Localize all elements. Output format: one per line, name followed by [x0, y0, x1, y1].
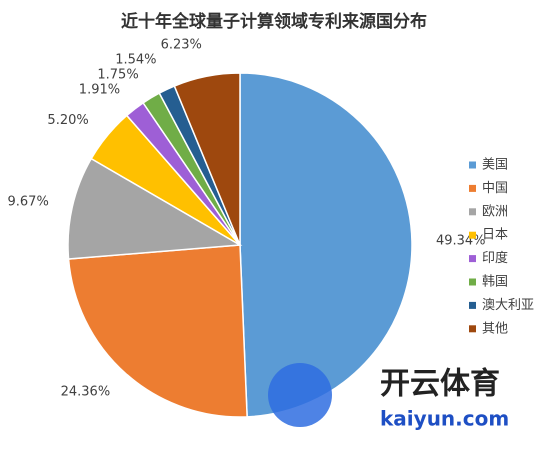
- legend-label: 美国: [482, 158, 508, 173]
- pie-slice: [173, 72, 241, 246]
- watermark-brand: 开云体育: [380, 367, 500, 402]
- labels: 49.34% 24.36% 9.67% 5.20% 1.91%1.75%1.54% 6.2…: [8, 37, 486, 399]
- data-label: 5.20%: [47, 113, 88, 128]
- legend-swatch: [469, 208, 476, 216]
- legend-label: 印度: [482, 250, 508, 266]
- legend-label: 中国: [482, 181, 508, 196]
- legend-label: 日本: [482, 228, 508, 243]
- pie-slice: [67, 244, 248, 418]
- legend-swatch: [469, 161, 476, 169]
- legend-label: 澳大利亚: [482, 297, 534, 313]
- data-label: 6.23%: [161, 37, 202, 52]
- pie-slice: [67, 157, 243, 260]
- data-label: 24.36%: [61, 384, 111, 399]
- legend-swatch: [469, 325, 476, 333]
- pie-slice: [239, 72, 413, 418]
- data-label: 49.34%: [436, 233, 486, 248]
- data-label: 1.54%: [115, 52, 156, 67]
- legend-swatch: [469, 184, 476, 192]
- legend-swatch: [469, 231, 476, 239]
- legend-swatch: [469, 301, 476, 309]
- legend-label: 欧洲: [482, 204, 508, 219]
- data-label: 1.91%: [79, 82, 120, 97]
- watermark-logo: [268, 363, 332, 427]
- legend-label: 其他: [482, 321, 508, 336]
- data-label: 1.75%: [97, 67, 138, 82]
- pie: [67, 72, 413, 418]
- legend-label: 韩国: [482, 275, 508, 290]
- data-label: 9.67%: [8, 194, 49, 209]
- legend-swatch: [469, 278, 476, 286]
- legend-swatch: [469, 255, 476, 263]
- watermark-site: kaiyun.com: [380, 407, 509, 431]
- chart-title: 近十年全球量子计算领域专利来源国分布: [121, 11, 427, 32]
